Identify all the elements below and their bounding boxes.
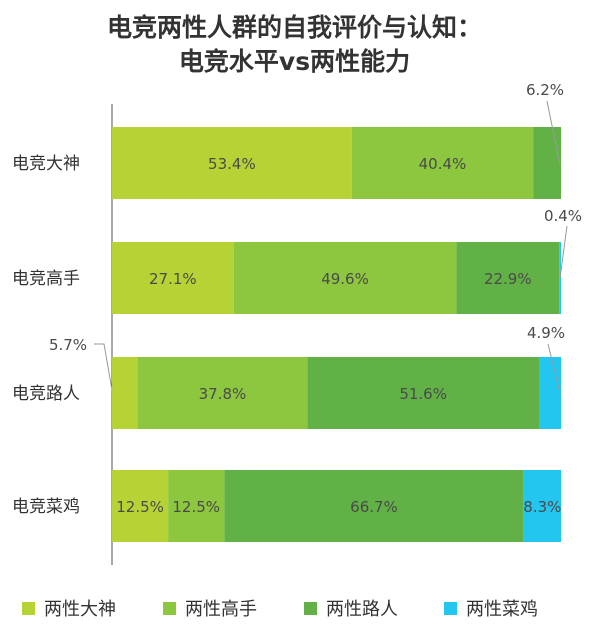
chart-title: 电竞两性人群的自我评价与认知： bbox=[106, 13, 482, 42]
bar-segment-3-3 bbox=[307, 357, 539, 429]
data-label-1-3: 6.2% bbox=[526, 81, 564, 99]
bar-segment-1-3 bbox=[533, 127, 561, 199]
legend-label-4: 两性菜鸡 bbox=[466, 599, 538, 620]
data-label-1-1: 53.4% bbox=[208, 155, 256, 173]
legend-label-1: 两性大神 bbox=[44, 599, 116, 620]
data-label-3-4: 4.9% bbox=[527, 324, 565, 342]
legend-label-2: 两性高手 bbox=[185, 599, 257, 620]
chart-subtitle: 电竞水平vs两性能力 bbox=[178, 47, 411, 76]
data-label-2-3: 22.9% bbox=[484, 270, 532, 288]
data-label-2-4: 0.4% bbox=[544, 207, 582, 225]
category-label-2: 电竞高手 bbox=[12, 269, 80, 289]
bar-segment-2-2 bbox=[233, 242, 457, 314]
data-label-1-2: 40.4% bbox=[419, 155, 467, 173]
bar-segment-2-1 bbox=[112, 242, 234, 314]
legend-swatch-2 bbox=[163, 602, 176, 615]
bar-segment-4-2 bbox=[168, 470, 225, 542]
category-label-3: 电竞路人 bbox=[12, 384, 80, 404]
data-label-4-1: 12.5% bbox=[116, 498, 164, 516]
bar-segment-3-1 bbox=[112, 357, 138, 429]
bar-segment-4-3 bbox=[224, 470, 524, 542]
data-label-3-3: 51.6% bbox=[399, 385, 447, 403]
bar-segment-3-4 bbox=[538, 357, 561, 429]
bar-segment-4-4 bbox=[523, 470, 561, 542]
bar-segment-2-3 bbox=[456, 242, 560, 314]
data-label-4-4: 8.3% bbox=[523, 498, 561, 516]
bar-segment-3-2 bbox=[137, 357, 308, 429]
bar-segment-1-1 bbox=[112, 127, 352, 199]
legend-label-3: 两性路人 bbox=[326, 599, 398, 620]
data-label-2-2: 49.6% bbox=[321, 270, 369, 288]
leader-line-2-4 bbox=[559, 225, 568, 279]
legend-swatch-3 bbox=[304, 602, 317, 615]
category-label-4: 电竞菜鸡 bbox=[12, 497, 80, 517]
legend-swatch-4 bbox=[444, 602, 457, 615]
leader-line-1-3 bbox=[546, 100, 561, 166]
data-label-4-3: 66.7% bbox=[350, 498, 398, 516]
leader-line-3-4 bbox=[547, 343, 561, 394]
data-label-4-2: 12.5% bbox=[172, 498, 220, 516]
data-label-2-1: 27.1% bbox=[149, 270, 197, 288]
bar-segment-1-2 bbox=[351, 127, 534, 199]
leader-line-3-1 bbox=[94, 343, 113, 391]
legend-swatch-1 bbox=[22, 602, 35, 615]
bar-segment-4-1 bbox=[112, 470, 169, 542]
data-label-3-2: 37.8% bbox=[199, 385, 247, 403]
data-label-3-1: 5.7% bbox=[49, 336, 87, 354]
category-label-1: 电竞大神 bbox=[12, 154, 80, 174]
